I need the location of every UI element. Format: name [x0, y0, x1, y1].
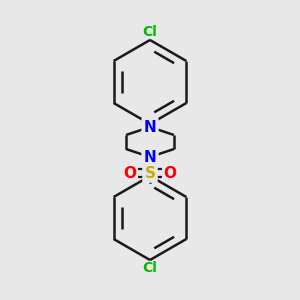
Text: S: S — [145, 166, 155, 181]
Text: Cl: Cl — [142, 261, 158, 275]
Text: Cl: Cl — [142, 25, 158, 39]
Text: N: N — [144, 119, 156, 134]
Text: O: O — [164, 166, 176, 181]
Text: N: N — [144, 149, 156, 164]
Text: O: O — [124, 166, 136, 181]
